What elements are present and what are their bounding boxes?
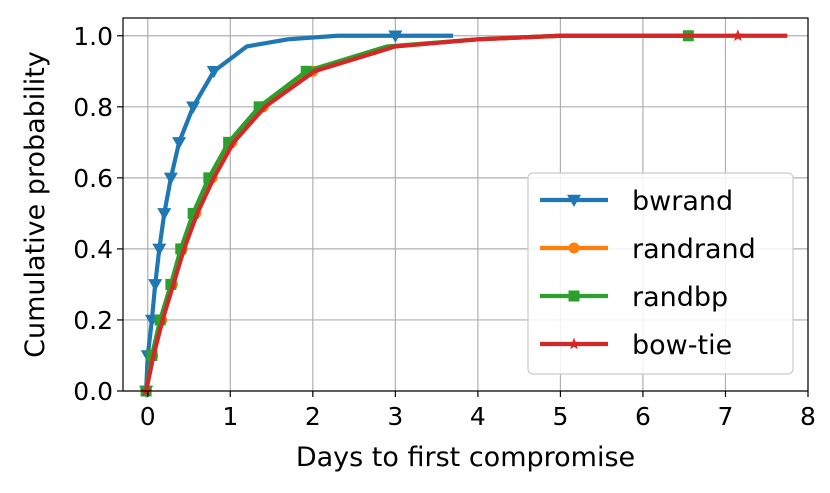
series-lines bbox=[139, 29, 788, 398]
legend-swatch-marker bbox=[567, 337, 581, 350]
y-tick-label: 0.0 bbox=[73, 377, 113, 406]
series-bow-tie bbox=[139, 29, 788, 397]
y-tick-label: 1.0 bbox=[73, 22, 113, 51]
x-ticks: 0 1 2 3 4 5 6 7 8 bbox=[140, 391, 816, 431]
data-point-bwrand bbox=[152, 243, 167, 256]
data-point-randbp bbox=[253, 101, 265, 113]
x-tick-label: 8 bbox=[800, 402, 816, 431]
data-point-bwrand bbox=[388, 30, 403, 43]
x-tick-label: 2 bbox=[305, 402, 321, 431]
x-tick-label: 5 bbox=[552, 402, 568, 431]
data-point-randbp bbox=[203, 172, 215, 184]
x-tick-label: 1 bbox=[222, 402, 238, 431]
y-tick-label: 0.8 bbox=[73, 93, 113, 122]
legend-label: randrand bbox=[632, 234, 756, 265]
y-axis-label: Cumulative probability bbox=[20, 51, 51, 358]
legend-label: randbp bbox=[632, 282, 728, 313]
y-ticks: 0.0 0.2 0.4 0.6 0.8 1.0 bbox=[73, 22, 123, 406]
legend: bwrand randrand randbp bow-tie bbox=[527, 172, 794, 375]
y-tick-label: 0.2 bbox=[73, 306, 113, 335]
x-tick-label: 0 bbox=[140, 402, 156, 431]
legend-swatch-marker bbox=[567, 194, 581, 207]
data-point-randbp bbox=[187, 207, 199, 219]
y-tick-label: 0.6 bbox=[73, 164, 113, 193]
legend-item-bow-tie: bow-tie bbox=[540, 330, 732, 361]
data-point-bwrand bbox=[172, 137, 187, 150]
data-point-randbp bbox=[175, 243, 187, 255]
data-point-bwrand bbox=[163, 172, 178, 185]
data-point-randbp bbox=[223, 136, 235, 148]
y-tick-label: 0.4 bbox=[73, 235, 113, 264]
legend-item-bwrand: bwrand bbox=[540, 186, 733, 217]
data-point-bwrand bbox=[186, 101, 201, 114]
legend-swatch-marker bbox=[568, 242, 580, 254]
x-tick-label: 7 bbox=[718, 402, 734, 431]
data-point-bow-tie bbox=[731, 29, 745, 42]
data-point-randbp bbox=[165, 278, 177, 290]
data-point-bwrand bbox=[157, 208, 172, 221]
legend-swatch-marker bbox=[568, 290, 580, 302]
legend-label: bow-tie bbox=[632, 330, 732, 361]
plot-frame bbox=[122, 17, 809, 392]
x-tick-label: 3 bbox=[387, 402, 403, 431]
data-point-bow-tie bbox=[139, 384, 153, 397]
legend-item-randbp: randbp bbox=[540, 282, 728, 313]
data-point-bwrand bbox=[148, 279, 163, 292]
x-tick-label: 4 bbox=[470, 402, 486, 431]
x-tick-label: 6 bbox=[635, 402, 651, 431]
data-point-randbp bbox=[300, 65, 312, 77]
legend-item-randrand: randrand bbox=[540, 234, 756, 265]
series-line-bow-tie bbox=[144, 33, 788, 392]
data-point-bwrand bbox=[206, 66, 221, 79]
legend-label: bwrand bbox=[632, 186, 733, 217]
x-axis-label: Days to first compromise bbox=[296, 442, 635, 473]
data-point-randbp bbox=[154, 314, 166, 326]
legend-box bbox=[527, 172, 794, 375]
